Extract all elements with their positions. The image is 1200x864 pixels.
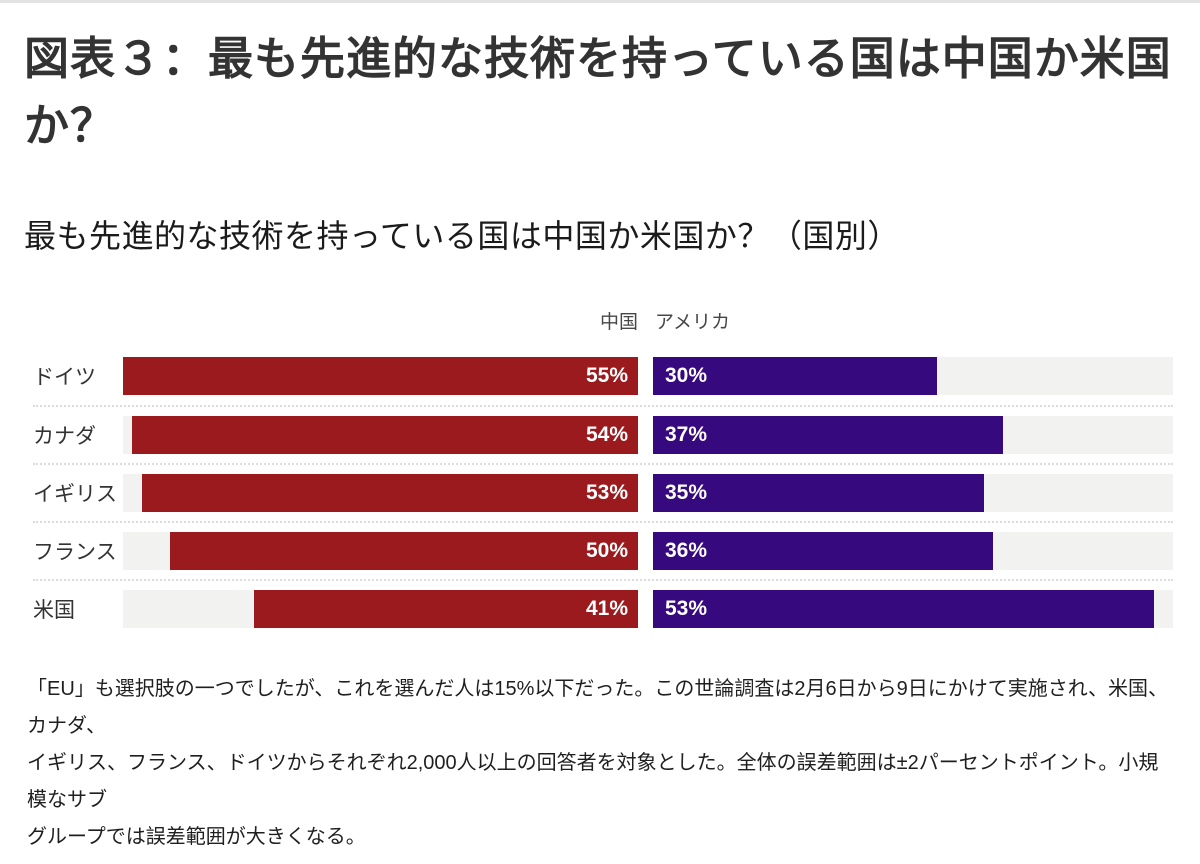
usa-bar: 36%	[653, 532, 994, 570]
bar-chart: 中国 アメリカ ドイツ 55% 30% カナダ 54% 37% イギリス 53% 35% フランス…	[33, 307, 1173, 637]
china-track: 41%	[123, 590, 638, 628]
china-value-label: 53%	[585, 481, 628, 504]
footnote-line: グループでは誤差範囲が大きくなる。	[27, 826, 366, 848]
footnote-line: イギリス、フランス、ドイツからそれぞれ2,000人以上の回答者を対象とした。全体…	[27, 752, 1159, 811]
china-bar: 54%	[132, 416, 638, 454]
usa-value-label: 36%	[665, 539, 708, 562]
china-track: 54%	[123, 416, 638, 454]
row-label: カナダ	[33, 425, 96, 448]
chart-subtitle: 最も先進的な技術を持っている国は中国か米国か？（国別）	[24, 218, 900, 254]
china-value-label: 50%	[585, 539, 628, 562]
usa-bar: 37%	[653, 416, 1003, 454]
china-bar: 53%	[141, 474, 638, 512]
usa-bar: 30%	[653, 357, 937, 395]
china-value-label: 55%	[585, 364, 628, 387]
chart-row: ドイツ 55% 30%	[33, 347, 1173, 405]
chart-row: イギリス 53% 35%	[33, 463, 1173, 521]
usa-track: 35%	[653, 474, 1173, 512]
chart-row: 米国 41% 53%	[33, 579, 1173, 637]
chart-rows: ドイツ 55% 30% カナダ 54% 37% イギリス 53% 35% フランス 50% 36% 米国…	[33, 347, 1173, 637]
usa-bar: 53%	[653, 590, 1155, 628]
row-label: 米国	[33, 599, 75, 622]
china-value-label: 41%	[585, 597, 628, 620]
row-label: フランス	[33, 541, 117, 564]
china-bar: 55%	[123, 357, 638, 395]
chart-column-headers: 中国 アメリカ	[33, 307, 1173, 334]
china-track: 55%	[123, 357, 638, 395]
china-bar: 41%	[254, 590, 638, 628]
page-title: 図表３：最も先進的な技術を持っている国は中国か米国か？	[24, 33, 1172, 151]
row-label: ドイツ	[33, 366, 96, 389]
column-header-usa: アメリカ	[655, 312, 731, 333]
chart-row: フランス 50% 36%	[33, 521, 1173, 579]
china-track: 53%	[123, 474, 638, 512]
chart-footnote: 「EU」も選択肢の一つでしたが、これを選んだ人は15%以下だった。この世論調査は…	[27, 671, 1173, 856]
row-label: イギリス	[33, 483, 117, 506]
china-bar: 50%	[169, 532, 638, 570]
usa-track: 36%	[653, 532, 1173, 570]
usa-bar: 35%	[653, 474, 984, 512]
footnote-line: 「EU」も選択肢の一つでしたが、これを選んだ人は15%以下だった。この世論調査は…	[27, 678, 1168, 737]
usa-value-label: 37%	[665, 423, 708, 446]
column-header-china: 中国	[599, 312, 638, 333]
usa-track: 30%	[653, 357, 1173, 395]
china-value-label: 54%	[585, 423, 628, 446]
china-track: 50%	[123, 532, 638, 570]
usa-value-label: 35%	[665, 481, 708, 504]
usa-track: 53%	[653, 590, 1173, 628]
usa-value-label: 53%	[665, 597, 708, 620]
chart-row: カナダ 54% 37%	[33, 405, 1173, 463]
usa-track: 37%	[653, 416, 1173, 454]
usa-value-label: 30%	[665, 364, 708, 387]
